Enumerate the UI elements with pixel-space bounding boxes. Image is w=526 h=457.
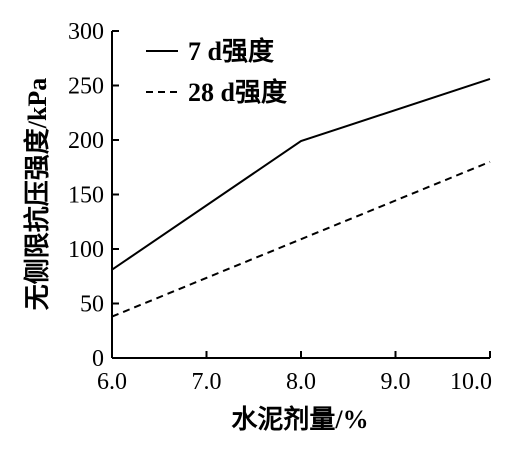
- x-tick-label: 7.0: [192, 369, 222, 395]
- x-tick-label: 8.0: [286, 369, 316, 395]
- x-tick-label: 6.0: [97, 369, 127, 395]
- legend-label-7d: 7 d强度: [188, 36, 274, 66]
- y-tick-label: 0: [92, 346, 104, 372]
- series-lines: [111, 78, 491, 318]
- axes: [111, 31, 490, 359]
- y-axis-label: 无侧限抗压强度/kPa: [22, 78, 52, 311]
- y-tick-label: 250: [68, 74, 104, 100]
- series-line-7d: [111, 78, 491, 271]
- legend-label-28d: 28 d强度: [188, 77, 287, 107]
- y-tick-label: 100: [68, 237, 104, 263]
- legend: 7 d强度 28 d强度: [146, 36, 287, 107]
- y-tick-label: 50: [80, 292, 104, 318]
- series-line-28d: [111, 160, 491, 318]
- y-tick-label: 200: [68, 128, 104, 154]
- tick-marks: 0 50 100 150 200 250 300 6.0 7.0 8.0 9.0 10.0: [68, 19, 492, 395]
- x-axis-label: 水泥剂量/%: [231, 405, 368, 434]
- y-tick-label: 150: [68, 183, 104, 209]
- x-tick-label: 9.0: [381, 369, 411, 395]
- x-tick-label: 10.0: [450, 369, 492, 395]
- y-tick-label: 300: [68, 19, 104, 45]
